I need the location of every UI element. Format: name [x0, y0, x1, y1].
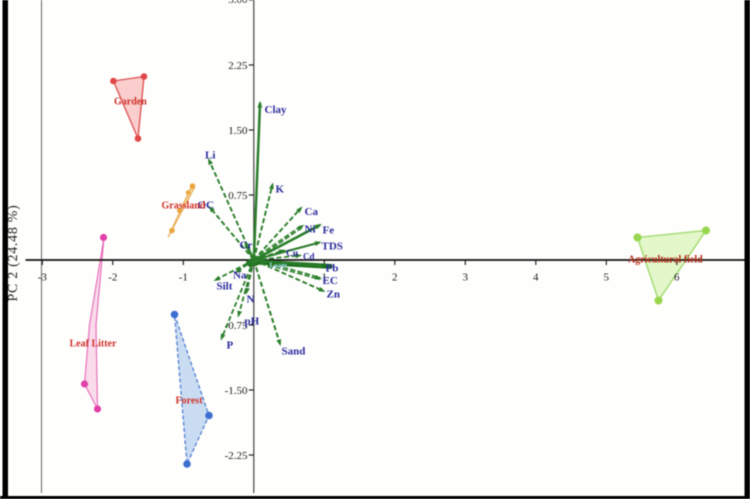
svg-text:Li: Li	[205, 150, 215, 162]
svg-text:-2.25: -2.25	[225, 450, 248, 462]
svg-text:Garden: Garden	[114, 97, 147, 108]
svg-text:Leaf Litter: Leaf Litter	[70, 339, 117, 350]
svg-text:Na: Na	[233, 270, 247, 282]
svg-text:Fe: Fe	[323, 225, 335, 237]
svg-text:P: P	[227, 340, 234, 352]
svg-text:EC: EC	[323, 275, 338, 287]
svg-text:5: 5	[604, 272, 610, 284]
svg-text:Pb: Pb	[326, 263, 339, 275]
svg-text:-1: -1	[179, 272, 188, 284]
svg-text:Ca: Ca	[305, 206, 319, 218]
svg-text:Loam: Loam	[270, 262, 288, 270]
svg-text:PC 2 (24.48 %): PC 2 (24.48 %)	[6, 205, 21, 302]
svg-text:Cd: Cd	[303, 252, 315, 262]
svg-text:pH: pH	[245, 316, 260, 328]
svg-text:TDS: TDS	[322, 241, 343, 253]
svg-text:Zn: Zn	[327, 289, 340, 301]
svg-text:Ni: Ni	[305, 224, 316, 236]
svg-text:3: 3	[463, 272, 469, 284]
svg-text:Forest: Forest	[176, 396, 204, 407]
svg-text:Agricultural field: Agricultural field	[628, 255, 703, 266]
svg-text:-2: -2	[108, 272, 117, 284]
svg-text:2: 2	[392, 272, 398, 284]
svg-text:1: 1	[322, 272, 328, 284]
svg-text:-3: -3	[38, 272, 48, 284]
svg-text:Cu: Cu	[286, 249, 299, 259]
svg-text:Grassland: Grassland	[162, 201, 206, 212]
svg-text:N: N	[247, 294, 255, 306]
svg-text:Cr: Cr	[240, 240, 253, 252]
svg-text:K: K	[276, 184, 285, 196]
svg-text:4: 4	[533, 272, 539, 284]
svg-text:1.50: 1.50	[228, 125, 248, 137]
svg-text:6: 6	[674, 272, 680, 284]
svg-text:Clay: Clay	[265, 104, 288, 116]
svg-text:3.00: 3.00	[228, 0, 248, 6]
svg-text:OC: OC	[198, 200, 215, 212]
svg-text:Sand: Sand	[282, 346, 306, 358]
svg-text:Silt: Silt	[217, 281, 233, 293]
svg-text:2.25: 2.25	[228, 60, 248, 72]
svg-text:-0.75: -0.75	[225, 320, 248, 332]
svg-text:0.75: 0.75	[228, 190, 248, 202]
svg-text:-1.50: -1.50	[225, 385, 248, 397]
